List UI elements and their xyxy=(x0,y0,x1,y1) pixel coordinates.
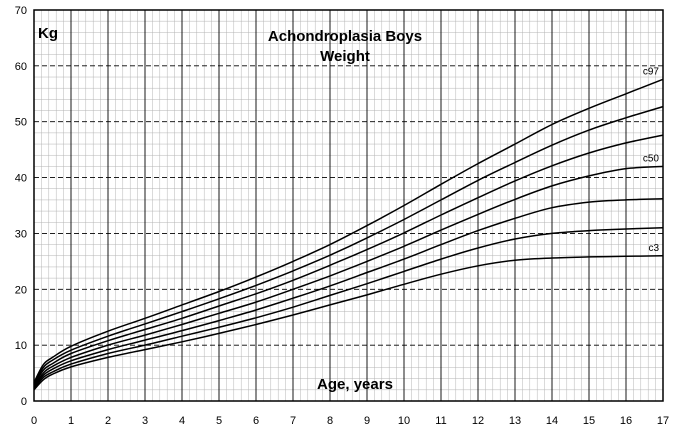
percentile-line-c3 xyxy=(33,255,664,391)
x-tick-label: 4 xyxy=(179,415,185,427)
percentile-line-curve-6 xyxy=(33,227,664,390)
x-tick-label: 2 xyxy=(105,415,111,427)
x-tick-label: 17 xyxy=(657,415,669,427)
x-tick-label: 6 xyxy=(253,415,259,427)
x-tick-label: 1 xyxy=(68,415,74,427)
x-tick-label: 9 xyxy=(364,415,370,427)
plot-frame xyxy=(33,9,664,402)
x-tick-label: 3 xyxy=(142,415,148,427)
y-tick-label: 60 xyxy=(15,61,27,73)
y-tick-label: 30 xyxy=(15,228,27,240)
y-tick-label: 20 xyxy=(15,284,27,296)
series-label-c97: c97 xyxy=(643,66,660,77)
y-tick-label: 50 xyxy=(15,117,27,129)
percentile-line-curve-2 xyxy=(33,105,664,385)
tick-labels: 0 1 2 3 4 5 6 7 8 9 10 11 12 13 14 15 16 1701020304050607… xyxy=(15,5,669,427)
chart-subtitle: Weight xyxy=(320,48,370,65)
percentile-line-c50 xyxy=(33,165,664,387)
x-tick-label: 13 xyxy=(509,415,521,427)
percentile-line-curve-5 xyxy=(33,198,664,389)
series-labels: c97 c50 c3 xyxy=(643,66,660,254)
series-label-c3: c3 xyxy=(648,243,659,254)
x-tick-label: 0 xyxy=(31,415,37,427)
x-tick-label: 16 xyxy=(620,415,632,427)
x-tick-label: 11 xyxy=(435,415,446,427)
y-tick-label: 0 xyxy=(21,396,27,408)
x-tick-label: 12 xyxy=(472,415,484,427)
series-label-c50: c50 xyxy=(643,153,660,164)
chart-title: Achondroplasia Boys xyxy=(268,28,422,45)
y-tick-label: 40 xyxy=(15,173,27,185)
x-tick-label: 10 xyxy=(398,415,410,427)
x-tick-label: 5 xyxy=(216,415,222,427)
y-tick-label: 70 xyxy=(15,5,27,17)
x-tick-label: 7 xyxy=(290,415,296,427)
percentile-line-c97 xyxy=(33,78,664,383)
x-tick-label: 8 xyxy=(327,415,333,427)
x-axis-label: Age, years xyxy=(317,376,393,393)
x-tick-label: 14 xyxy=(546,415,558,427)
y-axis-label: Kg xyxy=(38,25,58,42)
x-tick-label: 15 xyxy=(583,415,595,427)
percentile-line-curve-3 xyxy=(33,134,664,386)
y-tick-label: 10 xyxy=(15,340,27,352)
series-lines xyxy=(33,78,664,391)
